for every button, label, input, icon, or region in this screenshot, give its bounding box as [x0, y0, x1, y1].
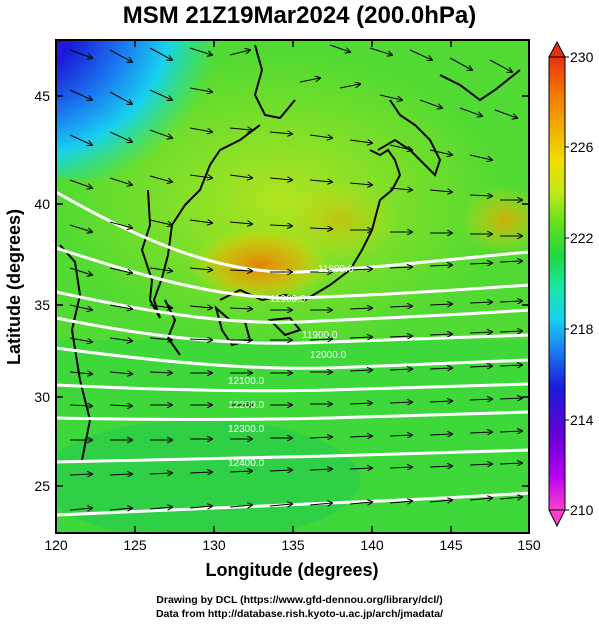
x-tick-label: 140 [360, 537, 384, 553]
y-tick-label: 30 [34, 389, 50, 405]
axis-ticks [55, 40, 530, 533]
colorbar-scale [548, 56, 566, 511]
y-tick-label: 25 [34, 478, 50, 494]
colorbar-tick-label: 230 [570, 49, 594, 65]
credit-data-source: Data from http://database.rish.kyoto-u.a… [155, 608, 444, 620]
x-tick-label: 150 [517, 537, 541, 553]
x-tick-label: 125 [123, 537, 147, 553]
contour-label: 11800.0 [318, 264, 354, 275]
colorbar: 230 226 222 218 214 210 [548, 40, 594, 528]
wind-vectors [69, 44, 522, 510]
y-axis-label: Latitude (degrees) [4, 209, 24, 365]
contour-label: 12000.0 [310, 350, 347, 361]
x-tick-label: 135 [281, 537, 305, 553]
colorbar-tick-label: 214 [570, 412, 594, 428]
colorbar-tick-label: 222 [570, 230, 594, 246]
y-tick-label: 40 [34, 196, 50, 212]
y-tick-label: 35 [34, 297, 50, 313]
x-tick-label: 130 [202, 537, 226, 553]
temperature-field [56, 40, 529, 533]
credit-drawing: Drawing by DCL (https://www.gfd-dennou.o… [156, 594, 443, 606]
contour-label: 12400.0 [228, 458, 265, 469]
contour-label: 12300.0 [228, 424, 265, 435]
contour-label: 11900.0 [270, 294, 306, 305]
colorbar-tick-label: 210 [570, 502, 594, 518]
x-tick-labels: 120 125 130 135 140 145 150 [44, 537, 541, 553]
contour-labels: 11800.0 11900.0 11900.0 12000.0 12100.0 … [228, 264, 354, 469]
contour-label: 11900.0 [302, 330, 338, 341]
contour-label: 12200.0 [228, 400, 265, 411]
x-tick-label: 120 [44, 537, 68, 553]
y-tick-label: 45 [34, 88, 50, 104]
contour-label: 12100.0 [228, 376, 265, 387]
map-title: MSM 21Z19Mar2024 (200.0hPa) [122, 2, 477, 29]
colorbar-tick-label: 218 [570, 321, 594, 337]
y-tick-labels: 25 30 35 40 45 [34, 88, 50, 494]
colorbar-tick-label: 226 [570, 139, 594, 155]
colorbar-min-triangle [548, 509, 566, 528]
x-tick-label: 145 [439, 537, 463, 553]
colorbar-max-triangle [548, 40, 566, 58]
x-axis-label: Longitude (degrees) [205, 560, 378, 580]
